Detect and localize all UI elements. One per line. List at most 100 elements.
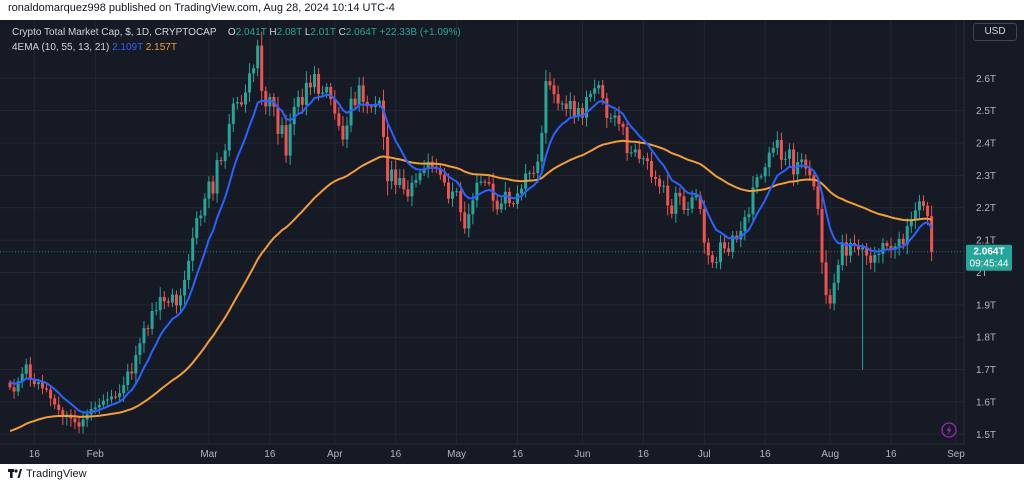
y-tick-label: 1.7T — [976, 365, 996, 376]
candle-body — [564, 103, 568, 110]
candle-wicks — [9, 31, 933, 434]
candle-body — [248, 73, 252, 93]
candle-body — [118, 393, 122, 398]
candle-body — [495, 200, 499, 210]
candle-body — [126, 371, 130, 386]
candle-body — [40, 382, 44, 389]
y-tick-label: 1.6T — [976, 397, 996, 408]
candle-body — [264, 90, 268, 107]
candle-body — [110, 396, 113, 400]
candle-body — [203, 198, 207, 216]
chart-pane[interactable]: 2.6T 2.5T 2.4T 2.3T 2.2T 2.1T 2T 1.9T 1.8T 1.7T 1.… — [0, 20, 1024, 464]
candle-body — [731, 235, 735, 253]
candle-body — [706, 242, 710, 256]
x-tick-label: 16 — [29, 449, 41, 460]
y-tick-label: 2.6T — [976, 74, 996, 85]
candle-body — [53, 398, 57, 405]
candle-body — [179, 295, 183, 306]
candle-body — [243, 92, 247, 105]
candle-body — [922, 201, 925, 206]
candle-body — [199, 215, 203, 219]
chart-legend: Crypto Total Market Cap, $, 1D, CRYPTOCA… — [12, 25, 461, 55]
candle-body — [455, 191, 459, 193]
candle-body — [353, 98, 357, 106]
candlestick-chart[interactable]: 2.6T 2.5T 2.4T 2.3T 2.2T 2.1T 2T 1.9T 1.8T 1.7T 1.… — [0, 20, 1024, 464]
candle-body — [162, 297, 166, 302]
candle-body — [219, 160, 223, 162]
candle-body — [398, 177, 402, 186]
candle-body — [280, 125, 284, 134]
candle-body — [804, 159, 808, 169]
candle-body — [869, 255, 873, 263]
candle-body — [479, 181, 483, 183]
candle-body — [848, 243, 852, 256]
candle-body — [649, 161, 653, 177]
candle-body — [288, 124, 292, 156]
candle-body — [824, 262, 828, 296]
candle-body — [317, 74, 321, 94]
candle-body — [227, 123, 231, 151]
time-axis: 16 Feb Mar 16 Apr 16 May 16 Jun 16 Jul 16 Aug 16 Sep — [0, 443, 965, 460]
candle-body — [215, 160, 219, 194]
candle-body — [499, 203, 503, 210]
x-tick-label: Jun — [574, 449, 590, 460]
candle-body — [568, 100, 572, 110]
y-tick-label: 1.9T — [976, 300, 996, 311]
candle-body — [390, 169, 394, 182]
candle-body — [36, 382, 40, 385]
price-label-box — [966, 244, 1012, 271]
candle-body — [101, 400, 105, 405]
candle-body — [645, 158, 649, 162]
candle-body — [532, 172, 536, 174]
candle-body — [459, 191, 463, 213]
candle-body — [930, 216, 934, 252]
candle-body — [296, 97, 300, 107]
candle-body — [446, 182, 450, 199]
candle-body — [325, 86, 329, 93]
candle-body — [739, 231, 743, 240]
candle-body — [292, 106, 296, 125]
candle-body — [406, 189, 410, 197]
candle-body — [621, 123, 625, 128]
candle-body — [61, 410, 65, 418]
candle-body — [629, 152, 633, 154]
candle-body — [329, 86, 333, 99]
candle-body — [463, 212, 467, 229]
candle-body — [808, 168, 812, 176]
lightning-icon[interactable] — [941, 422, 957, 438]
candle-body — [755, 177, 759, 188]
ohlc-low-key: L — [304, 27, 311, 38]
symbol-title: Crypto Total Market Cap, $, 1D, CRYPTOCA… — [12, 27, 217, 38]
candle-body — [544, 81, 548, 133]
candle-body — [146, 328, 150, 330]
candle-body — [698, 195, 702, 210]
y-tick-label: 2.4T — [976, 138, 996, 149]
candle-body — [337, 113, 341, 126]
candle-body — [313, 74, 316, 88]
candle-body — [654, 176, 658, 179]
candle-body — [913, 210, 917, 220]
ohlc-high-value: 2.08T — [276, 27, 303, 38]
candle-body — [361, 85, 365, 102]
candle-body — [901, 238, 905, 245]
candle-body — [394, 169, 398, 186]
candle-body — [93, 407, 97, 410]
currency-button[interactable]: USD — [973, 23, 1017, 41]
ohlc-close-value: 2.064T — [345, 27, 377, 38]
candle-body — [166, 301, 170, 303]
candle-body — [775, 140, 779, 148]
candle-body — [16, 381, 20, 392]
candle-body — [187, 260, 191, 280]
candle-body — [284, 125, 288, 156]
candle-body — [511, 203, 515, 205]
y-tick-label: 1.5T — [976, 430, 996, 441]
price-change: +22.33B (+1.09%) — [379, 27, 461, 38]
candle-body — [235, 102, 239, 104]
candle-body — [300, 97, 304, 105]
candle-body — [836, 265, 840, 283]
candle-body — [662, 185, 666, 187]
tradingview-logo-icon[interactable] — [8, 467, 22, 481]
candle-body — [382, 100, 386, 137]
candle-body — [816, 186, 820, 210]
ohlc-open-key: O — [227, 27, 236, 38]
